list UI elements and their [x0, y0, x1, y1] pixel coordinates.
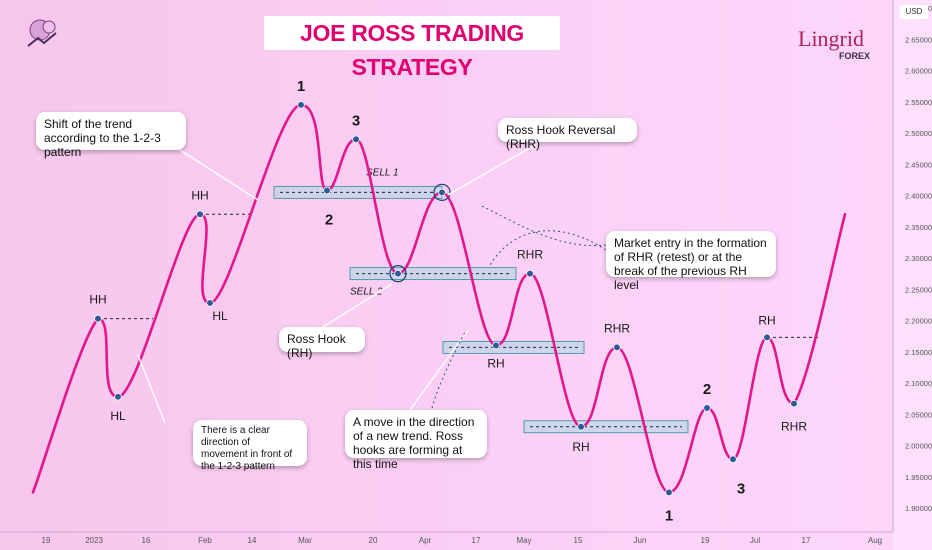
x-tick-label: Feb: [198, 536, 212, 545]
pivot-point: [94, 314, 102, 323]
pivot-point: [790, 399, 798, 408]
y-tick-label: 2.60000: [905, 67, 932, 76]
pivot-label: RH: [758, 313, 775, 327]
pivot-label: HH: [191, 188, 208, 202]
y-tick-label: 2.15000: [905, 348, 932, 357]
callout-pointer: [447, 141, 541, 196]
x-tick-label: Aug: [868, 536, 882, 545]
pivot-label: HH: [89, 293, 106, 307]
pivot-label: 1: [665, 507, 673, 524]
y-tick-label: 2.55000: [905, 98, 932, 107]
pivot-label: 3: [352, 112, 360, 129]
pivot-label: RHR: [517, 248, 543, 262]
x-tick-label: 19: [42, 536, 51, 545]
callout-pointer: [137, 354, 166, 424]
annotation-clear-direction: There is a clear direction of movement i…: [193, 420, 307, 472]
y-tick-label: 2.25000: [905, 285, 932, 294]
callout-pointer: [317, 283, 393, 331]
pivot-point: [763, 333, 771, 342]
y-tick-label: 2.50000: [905, 129, 932, 138]
y-tick-label: 2.05000: [905, 410, 932, 419]
pivot-label: HL: [212, 309, 228, 323]
pivot-point: [703, 404, 711, 412]
x-tick-label: May: [516, 536, 531, 545]
y-tick-label: 2.40000: [905, 192, 932, 201]
pivot-label: HL: [110, 409, 126, 423]
pivot-point: [665, 488, 673, 497]
x-tick-label: Jul: [750, 536, 760, 545]
zone-label: SELL 2: [350, 287, 383, 298]
x-tick-label: 2023: [85, 536, 103, 545]
pivot-point: [729, 455, 737, 464]
logo-icon: [27, 19, 57, 47]
x-tick-label: 20: [369, 536, 378, 545]
y-tick-label: 2.45000: [905, 160, 932, 169]
pivot-point: [352, 135, 360, 144]
annotation-rhr: Ross Hook Reversal (RHR): [498, 118, 637, 151]
pivot-label: 2: [703, 381, 711, 398]
rh-highlight: [389, 265, 407, 283]
annotation-ross-hook: Ross Hook (RH): [279, 327, 365, 360]
pivot-label: RHR: [604, 321, 630, 335]
pivot-label: RHR: [781, 420, 807, 434]
pivot-point: [297, 101, 305, 109]
x-tick-label: 17: [472, 536, 481, 545]
brand-sub: FOREX: [839, 51, 871, 61]
pivot-point: [206, 299, 214, 307]
x-tick-label: Jun: [634, 536, 647, 545]
chart-title: JOE ROSS TRADING STRATEGY: [264, 16, 560, 80]
y-tick-label: 2.30000: [905, 254, 932, 263]
annotation-shift-trend: Shift of the trend according to the 1-2-…: [36, 112, 186, 159]
zone-rect: [523, 420, 689, 434]
y-tick-label: 2.20000: [905, 317, 932, 326]
x-tick-label: 17: [802, 536, 811, 545]
pivot-label: 1: [297, 78, 305, 95]
pivot-point: [492, 341, 500, 350]
pivot-point: [526, 269, 534, 278]
annotation-market-entry: Market entry in the formation of RHR (re…: [606, 231, 776, 292]
pivot-point: [613, 343, 621, 352]
y-tick-label: 2.00000: [905, 442, 932, 451]
y-axis-panel: [893, 0, 932, 550]
logo-arrow: [27, 32, 57, 47]
y-tick-label: 2.35000: [905, 223, 932, 232]
rhr-highlight: [433, 183, 451, 201]
x-tick-label: 15: [574, 536, 583, 545]
x-tick-label: 14: [248, 536, 257, 545]
pivot-point: [196, 210, 204, 219]
x-tick-label: Mar: [298, 536, 312, 545]
x-tick-label: Apr: [419, 536, 432, 545]
currency-badge[interactable]: USD: [900, 5, 928, 19]
pivot-point: [438, 188, 446, 197]
annotation-new-trend: A move in the direction of a new trend. …: [345, 410, 487, 471]
entry-arrow-1: [479, 204, 607, 247]
callout-pointer: [179, 149, 259, 201]
pivot-point: [114, 392, 122, 401]
zone-label: SELL 1: [366, 167, 399, 178]
zone-rect: [442, 340, 585, 354]
pivot-label: RH: [572, 440, 589, 454]
zone-rect: [349, 267, 517, 281]
y-tick-label: 2.65000: [905, 35, 932, 44]
brand-logo: Lingrid: [798, 26, 864, 51]
pivot-label: 3: [737, 480, 745, 497]
entry-arrow-2: [489, 230, 607, 266]
pivot-label: 2: [325, 212, 333, 229]
pivot-point: [577, 422, 585, 431]
callout-pointer: [409, 329, 469, 411]
logo-coin-small: [42, 20, 56, 34]
pivot-point: [394, 269, 402, 278]
x-tick-label: 19: [701, 536, 710, 545]
pivot-label: RH: [487, 357, 504, 371]
y-tick-label: 1.90000: [905, 504, 932, 513]
pivot-point: [323, 186, 331, 195]
y-tick-label: 2.10000: [905, 379, 932, 388]
y-tick-label: 1.95000: [905, 473, 932, 482]
x-tick-label: 16: [142, 536, 151, 545]
